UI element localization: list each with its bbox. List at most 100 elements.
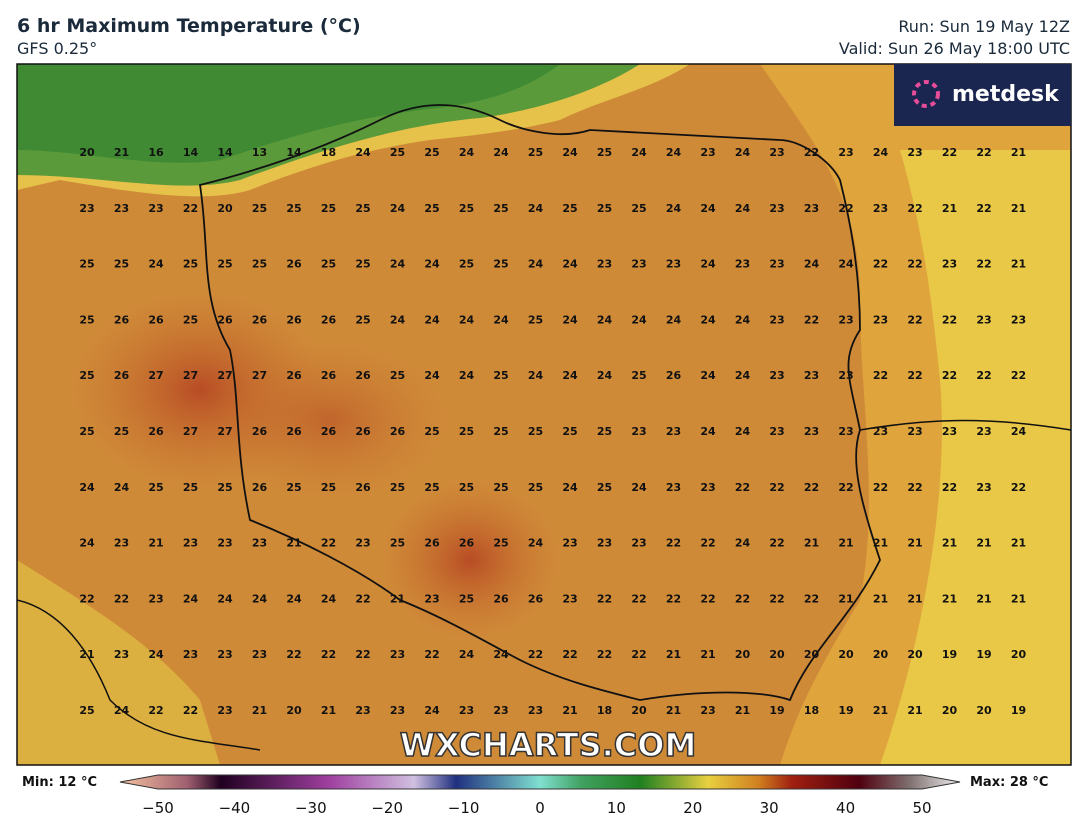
temperature-value: 21 — [1011, 537, 1026, 550]
temperature-value: 23 — [114, 537, 129, 550]
temperature-value: 24 — [735, 313, 751, 326]
temperature-value: 21 — [562, 704, 577, 717]
temperature-value: 22 — [769, 592, 784, 605]
temperature-value: 24 — [631, 313, 647, 326]
temperature-value: 21 — [804, 537, 819, 550]
temperature-value: 21 — [907, 592, 922, 605]
temperature-value: 22 — [942, 481, 957, 494]
temperature-value: 22 — [597, 648, 612, 661]
temperature-value: 22 — [735, 592, 750, 605]
temperature-value: 24 — [390, 258, 406, 271]
temperature-value: 24 — [148, 648, 164, 661]
temperature-value: 25 — [459, 592, 474, 605]
temperature-value: 24 — [183, 592, 199, 605]
temperature-value: 25 — [631, 202, 646, 215]
temperature-value: 21 — [79, 648, 94, 661]
temperature-value: 24 — [735, 537, 751, 550]
temperature-value: 25 — [562, 425, 577, 438]
temperature-value: 26 — [355, 425, 371, 438]
temperature-value: 26 — [321, 313, 337, 326]
temperature-value: 22 — [804, 481, 819, 494]
temperature-value: 24 — [321, 592, 337, 605]
colorbar-tick: 0 — [535, 799, 545, 817]
temperature-value: 25 — [148, 481, 163, 494]
temperature-value: 22 — [148, 704, 163, 717]
temperature-value: 25 — [597, 425, 612, 438]
temperature-value: 16 — [148, 146, 164, 159]
temperature-value: 25 — [424, 202, 439, 215]
temperature-value: 21 — [148, 537, 163, 550]
temperature-value: 23 — [528, 704, 543, 717]
temperature-value: 25 — [79, 369, 94, 382]
temperature-value: 24 — [528, 258, 544, 271]
temperature-value: 26 — [286, 258, 302, 271]
temperature-value: 25 — [252, 258, 267, 271]
temperature-value: 23 — [1011, 313, 1026, 326]
temperature-value: 25 — [79, 313, 94, 326]
temperature-value: 25 — [493, 537, 508, 550]
temperature-value: 21 — [1011, 202, 1026, 215]
temperature-value: 26 — [252, 313, 268, 326]
min-label: Min: 12 °C — [22, 775, 97, 790]
temperature-value: 22 — [976, 258, 991, 271]
colorbar-tick: −10 — [448, 799, 480, 817]
temperature-value: 22 — [700, 592, 715, 605]
temperature-value: 24 — [700, 425, 716, 438]
temperature-value: 23 — [769, 425, 784, 438]
temperature-value: 26 — [459, 537, 475, 550]
temperature-value: 23 — [735, 258, 750, 271]
temperature-value: 25 — [597, 481, 612, 494]
temperature-value: 23 — [976, 313, 991, 326]
temperature-value: 24 — [459, 146, 475, 159]
temperature-value: 25 — [459, 202, 474, 215]
temperature-value: 26 — [355, 481, 371, 494]
temperature-value: 24 — [528, 202, 544, 215]
temperature-value: 25 — [528, 481, 543, 494]
temperature-value: 22 — [942, 146, 957, 159]
temperature-value: 24 — [79, 537, 95, 550]
temperature-value: 25 — [493, 481, 508, 494]
temperature-value: 25 — [355, 313, 370, 326]
temperature-value: 25 — [459, 481, 474, 494]
temperature-value: 27 — [217, 369, 232, 382]
colorbar-tick: 20 — [683, 799, 702, 817]
temperature-value: 25 — [114, 258, 129, 271]
temperature-value: 22 — [942, 313, 957, 326]
temperature-value: 25 — [79, 258, 94, 271]
temperature-value: 26 — [528, 592, 544, 605]
temperature-value: 25 — [424, 146, 439, 159]
temperature-value: 23 — [355, 537, 370, 550]
temperature-value: 23 — [804, 425, 819, 438]
watermark: WXCHARTS.COM — [400, 726, 697, 764]
temperature-value: 20 — [79, 146, 95, 159]
temperature-value: 22 — [597, 592, 612, 605]
temperature-value: 23 — [390, 704, 405, 717]
temperature-value: 26 — [424, 537, 440, 550]
temperature-value: 20 — [631, 704, 647, 717]
temperature-value: 21 — [666, 648, 681, 661]
temperature-value: 22 — [114, 592, 129, 605]
temperature-value: 21 — [976, 592, 991, 605]
temperature-value: 21 — [942, 537, 957, 550]
temperature-value: 23 — [976, 425, 991, 438]
temperature-value: 25 — [424, 481, 439, 494]
temperature-value: 14 — [286, 146, 302, 159]
temperature-value: 23 — [148, 592, 163, 605]
temperature-value: 20 — [1011, 648, 1027, 661]
temperature-value: 18 — [597, 704, 612, 717]
temperature-value: 22 — [907, 202, 922, 215]
temperature-value: 22 — [528, 648, 543, 661]
colorbar-tick: −20 — [371, 799, 403, 817]
temperature-value: 26 — [114, 313, 130, 326]
temperature-value: 25 — [79, 704, 94, 717]
temperature-value: 25 — [528, 313, 543, 326]
temperature-value: 25 — [286, 202, 301, 215]
temperature-value: 20 — [907, 648, 923, 661]
temperature-value: 25 — [355, 202, 370, 215]
map-frame — [16, 63, 1072, 766]
temperature-value: 20 — [286, 704, 302, 717]
colorbar-ticks: −50 −40 −30 −20 −10 0 10 20 30 40 50 — [142, 799, 931, 817]
temperature-value: 25 — [183, 313, 198, 326]
temperature-value: 22 — [286, 648, 301, 661]
valid: Valid: Sun 26 May 18:00 UTC — [839, 39, 1070, 58]
